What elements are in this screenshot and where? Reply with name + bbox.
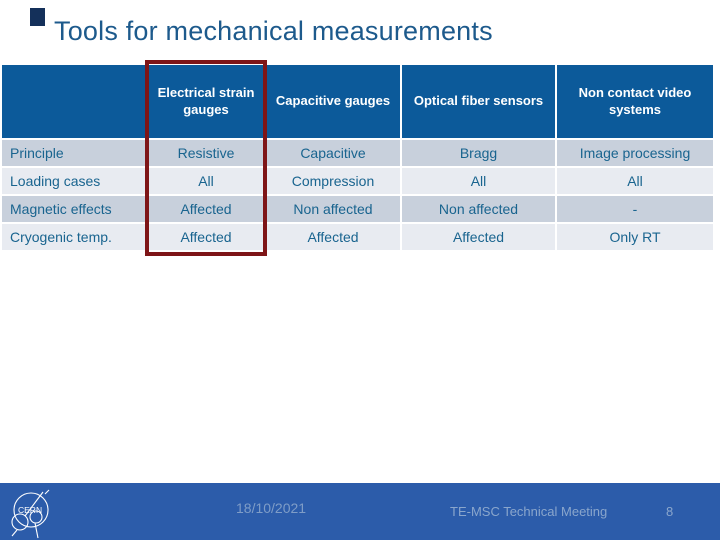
footer-date: 18/10/2021	[236, 500, 307, 516]
row-label-magnetic-effects: Magnetic effects	[2, 196, 146, 222]
table-cell: Affected	[148, 196, 264, 222]
cern-logo-text: CERN	[18, 505, 42, 515]
footer-page-number: 8	[666, 504, 674, 519]
table-cell: Image processing	[557, 140, 713, 166]
table-cell: Affected	[402, 224, 555, 250]
header-cell-capacitive-gauges: Capacitive gauges	[266, 65, 400, 138]
header-cell-electrical-strain-gauges: Electrical strain gauges	[148, 65, 264, 138]
footer-meeting-name: TE-MSC Technical Meeting	[450, 504, 608, 519]
slide-title: Tools for mechanical measurements	[54, 16, 493, 46]
table-cell: Bragg	[402, 140, 555, 166]
table-cell: Affected	[266, 224, 400, 250]
table-cell: Non affected	[402, 196, 555, 222]
table-cell: All	[148, 168, 264, 194]
cern-logo-icon: CERN	[11, 489, 50, 539]
footer-bar: CERN 18/10/2021 TE-MSC Technical Meeting…	[0, 483, 720, 540]
row-label-loading-cases: Loading cases	[2, 168, 146, 194]
row-label-cryogenic-temp: Cryogenic temp.	[2, 224, 146, 250]
measurement-table: Electrical strain gauges Capacitive gaug…	[2, 65, 713, 250]
table-cell: Only RT	[557, 224, 713, 250]
header-cell-non-contact-video-systems: Non contact video systems	[557, 65, 713, 138]
header-cell-optical-fiber-sensors: Optical fiber sensors	[402, 65, 555, 138]
table-cell: Capacitive	[266, 140, 400, 166]
table-cell: All	[557, 168, 713, 194]
table-cell: Resistive	[148, 140, 264, 166]
table-cell: All	[402, 168, 555, 194]
table-cell: Non affected	[266, 196, 400, 222]
table-cell: Affected	[148, 224, 264, 250]
row-label-principle: Principle	[2, 140, 146, 166]
table-cell: Compression	[266, 168, 400, 194]
title-accent-square	[30, 8, 45, 26]
table-cell: -	[557, 196, 713, 222]
header-cell-empty	[2, 65, 146, 138]
